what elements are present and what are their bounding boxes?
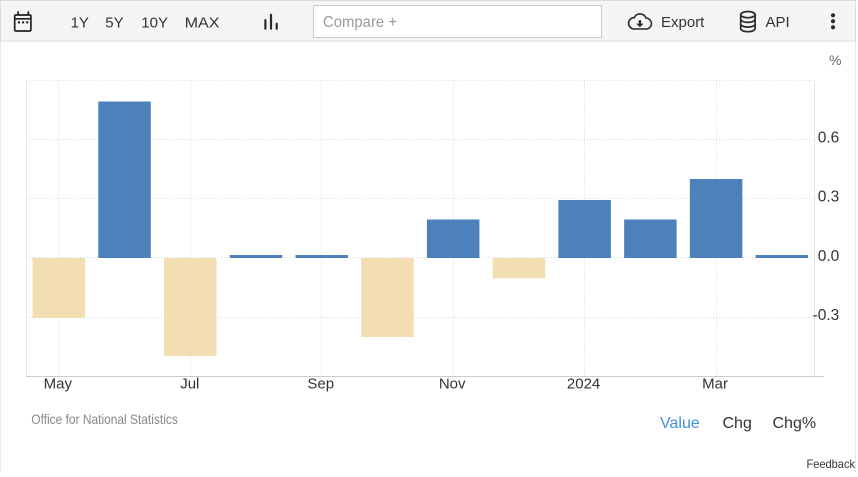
svg-text:Compare +: Compare +	[323, 14, 397, 31]
svg-text:Chg%: Chg%	[773, 415, 817, 432]
svg-text:0.0: 0.0	[818, 248, 840, 265]
svg-text:Sep: Sep	[307, 376, 334, 393]
svg-text:0.3: 0.3	[818, 189, 840, 206]
svg-text:2024: 2024	[567, 376, 600, 393]
svg-text:0.6: 0.6	[818, 129, 840, 146]
svg-text:Jul: Jul	[180, 376, 199, 393]
svg-text:Nov: Nov	[439, 376, 466, 393]
svg-text:1Y: 1Y	[71, 15, 89, 32]
svg-text:MAX: MAX	[185, 15, 220, 32]
svg-text:Office for National Statistics: Office for National Statistics	[31, 411, 178, 427]
svg-text:Mar: Mar	[702, 376, 728, 393]
svg-text:10Y: 10Y	[141, 15, 168, 32]
svg-text:May: May	[44, 376, 73, 393]
svg-text:5Y: 5Y	[105, 15, 123, 32]
svg-text:API: API	[766, 14, 790, 31]
svg-text:-0.3: -0.3	[813, 307, 840, 324]
svg-text:Export: Export	[661, 14, 705, 31]
svg-text:Chg: Chg	[723, 415, 752, 432]
svg-text:%: %	[829, 52, 841, 68]
svg-text:Feedback: Feedback	[807, 457, 856, 471]
svg-text:Value: Value	[660, 415, 700, 432]
